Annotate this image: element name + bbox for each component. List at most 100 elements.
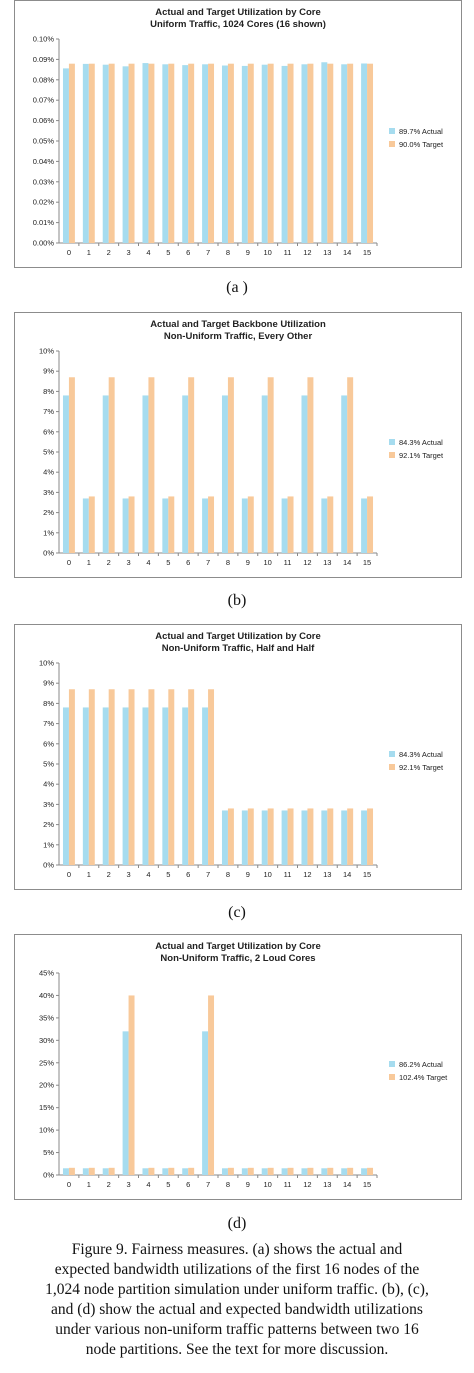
chart-a-frame: Actual and Target Utilization by Core Uni… <box>14 0 462 268</box>
chart-subtitle: Non-Uniform Traffic, 2 Loud Cores <box>160 953 315 964</box>
sublabel-a: (a ) <box>226 279 248 296</box>
bar-target <box>68 689 75 865</box>
x-tick-label: 0 <box>67 870 71 879</box>
bar-actual <box>321 498 328 553</box>
bar-target <box>68 63 75 244</box>
y-tick-label: 0.09% <box>33 55 55 64</box>
bar-actual <box>202 64 209 243</box>
bar-target <box>148 377 155 553</box>
bar-actual <box>102 395 109 553</box>
bar-target <box>188 1167 195 1175</box>
x-tick-label: 7 <box>206 248 210 257</box>
bar-actual <box>102 64 109 243</box>
x-tick-label: 11 <box>284 558 292 567</box>
bar-actual <box>122 707 129 865</box>
y-tick-label: 3% <box>43 488 54 497</box>
bar-target <box>208 995 215 1175</box>
bar-target <box>307 1167 314 1175</box>
bar-target <box>227 808 234 865</box>
bar-actual <box>182 395 189 553</box>
bar-actual <box>102 707 109 865</box>
bar-actual <box>202 498 209 553</box>
bar-target <box>307 377 314 553</box>
bar-target <box>247 496 254 553</box>
bar-actual <box>361 63 368 244</box>
bar-target <box>188 377 195 553</box>
x-tick-label: 12 <box>303 248 311 257</box>
y-tick-label: 25% <box>39 1058 54 1067</box>
x-tick-label: 10 <box>264 558 272 567</box>
bar-actual <box>202 707 209 865</box>
chart-c-frame: Actual and Target Utilization by Core Non… <box>14 624 462 890</box>
x-tick-label: 13 <box>323 1180 331 1189</box>
bar-target <box>108 689 115 865</box>
y-tick-label: 1% <box>43 528 54 537</box>
bar-actual <box>301 64 308 243</box>
figure-caption: Figure 9. Fairness measures. (a) shows t… <box>22 1240 452 1360</box>
x-tick-label: 4 <box>146 558 150 567</box>
legend-swatch <box>389 439 395 445</box>
x-tick-label: 14 <box>343 1180 351 1189</box>
y-tick-label: 8% <box>43 699 54 708</box>
bar-target <box>287 63 294 244</box>
bar-target <box>148 1167 155 1175</box>
bar-target <box>208 496 215 553</box>
sublabel-c: (c) <box>228 904 246 921</box>
x-tick-label: 8 <box>226 870 230 879</box>
bar-actual <box>361 498 368 553</box>
x-tick-label: 0 <box>67 558 71 567</box>
bar-actual <box>241 65 248 243</box>
y-tick-label: 4% <box>43 780 54 789</box>
x-tick-label: 13 <box>323 248 331 257</box>
bar-actual <box>241 498 248 553</box>
bar-target <box>188 63 195 244</box>
y-tick-label: 0.03% <box>33 177 55 186</box>
bar-actual <box>321 1168 328 1175</box>
chart-subtitle: Non-Uniform Traffic, Every Other <box>164 331 313 342</box>
bar-target <box>108 1167 115 1175</box>
bar-actual <box>142 1168 149 1175</box>
x-tick-label: 15 <box>363 248 371 257</box>
bar-actual <box>82 1168 89 1175</box>
chart-title: Actual and Target Utilization by Core <box>155 631 321 642</box>
y-tick-label: 20% <box>39 1081 54 1090</box>
y-tick-label: 5% <box>43 448 54 457</box>
bar-actual <box>221 65 228 244</box>
y-tick-label: 10% <box>39 347 54 356</box>
bar-actual <box>281 498 288 553</box>
legend-label: 102.4% Target <box>399 1073 448 1082</box>
bar-actual <box>182 1168 189 1175</box>
bar-target <box>128 689 135 865</box>
x-tick-label: 12 <box>303 870 311 879</box>
x-tick-label: 10 <box>264 1180 272 1189</box>
bar-actual <box>221 395 228 553</box>
sublabel-b: (b) <box>227 592 247 609</box>
bar-target <box>367 496 374 553</box>
bar-target <box>188 689 195 865</box>
x-tick-label: 2 <box>107 558 111 567</box>
bar-actual <box>281 810 288 865</box>
caption-line: and (d) show the actual and expected ban… <box>51 1301 423 1318</box>
caption-line: Figure 9. Fairness measures. (a) shows t… <box>71 1241 403 1258</box>
bar-target <box>208 63 215 244</box>
bar-actual <box>281 65 288 243</box>
x-tick-label: 9 <box>246 1180 250 1189</box>
bar-actual <box>301 810 308 865</box>
bar-actual <box>241 1168 248 1175</box>
y-tick-label: 7% <box>43 407 54 416</box>
x-tick-label: 3 <box>126 870 130 879</box>
y-tick-label: 0% <box>43 549 54 558</box>
x-tick-label: 6 <box>186 248 190 257</box>
bar-target <box>327 63 334 244</box>
bar-target <box>88 496 95 553</box>
bar-target <box>128 496 135 553</box>
bar-actual <box>361 1168 368 1175</box>
bar-actual <box>62 395 69 553</box>
x-tick-label: 2 <box>107 870 111 879</box>
x-tick-label: 9 <box>246 558 250 567</box>
bar-actual <box>82 498 89 553</box>
y-tick-label: 10% <box>39 659 54 668</box>
y-tick-label: 30% <box>39 1036 54 1045</box>
bar-actual <box>142 707 149 865</box>
chart-b-frame: Actual and Target Backbone Utilization No… <box>14 312 462 578</box>
